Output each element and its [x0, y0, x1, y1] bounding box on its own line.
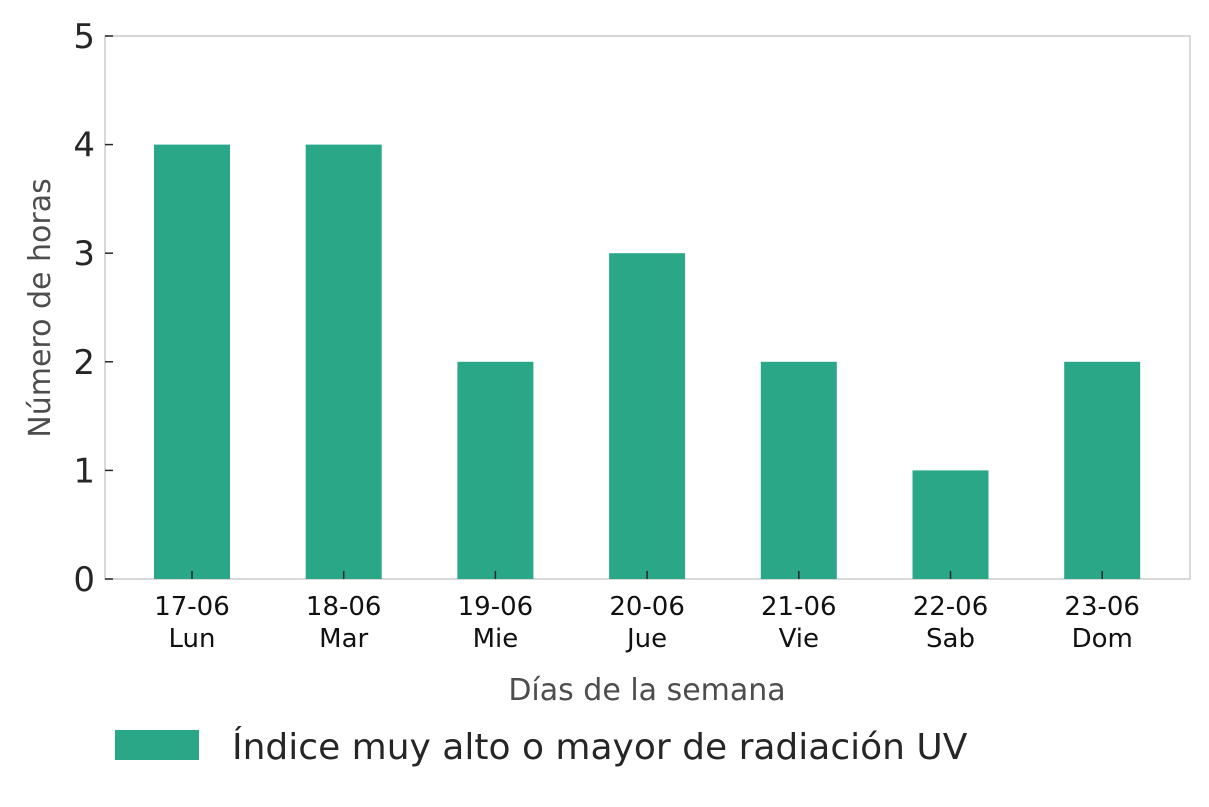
y-axis-label: Número de horas: [23, 178, 58, 437]
y-tick-label: 4: [73, 126, 95, 166]
x-tick-label: Sab: [926, 624, 975, 654]
x-tick-label: 18-06: [306, 592, 382, 622]
x-axis-label: Días de la semana: [508, 673, 785, 708]
x-tick-label: Vie: [779, 624, 819, 654]
bar-23-06: [1064, 361, 1141, 579]
x-tick-label: Mar: [319, 624, 368, 654]
x-tick-label: Lun: [169, 624, 216, 654]
bar-17-06: [154, 144, 230, 579]
y-tick-label: 0: [73, 560, 95, 600]
x-tick-label: 17-06: [154, 592, 230, 622]
bar-19-06: [457, 361, 534, 579]
x-tick-label: Jue: [625, 624, 667, 654]
legend-label: Índice muy alto o mayor de radiación UV: [232, 726, 968, 768]
x-tick-label: 19-06: [458, 592, 534, 622]
x-tick-label: 20-06: [609, 592, 685, 622]
y-tick-label: 1: [73, 451, 95, 491]
bar-22-06: [912, 470, 989, 579]
y-tick-label: 3: [73, 234, 95, 274]
x-tick-label: 21-06: [761, 592, 837, 622]
x-tick-label: Mie: [473, 624, 519, 654]
x-tick-label: 23-06: [1064, 592, 1140, 622]
x-tick-label: 22-06: [913, 592, 989, 622]
bars-group: [154, 144, 1141, 579]
legend-swatch: [115, 730, 199, 760]
bar-18-06: [305, 144, 382, 579]
y-axis-ticks: 0 1 2 3 4 5: [73, 17, 113, 600]
x-tick-label: Dom: [1072, 624, 1133, 654]
y-tick-label: 5: [73, 17, 95, 57]
bar-20-06: [609, 253, 686, 579]
y-tick-label: 2: [73, 343, 95, 383]
bar-21-06: [760, 361, 837, 579]
